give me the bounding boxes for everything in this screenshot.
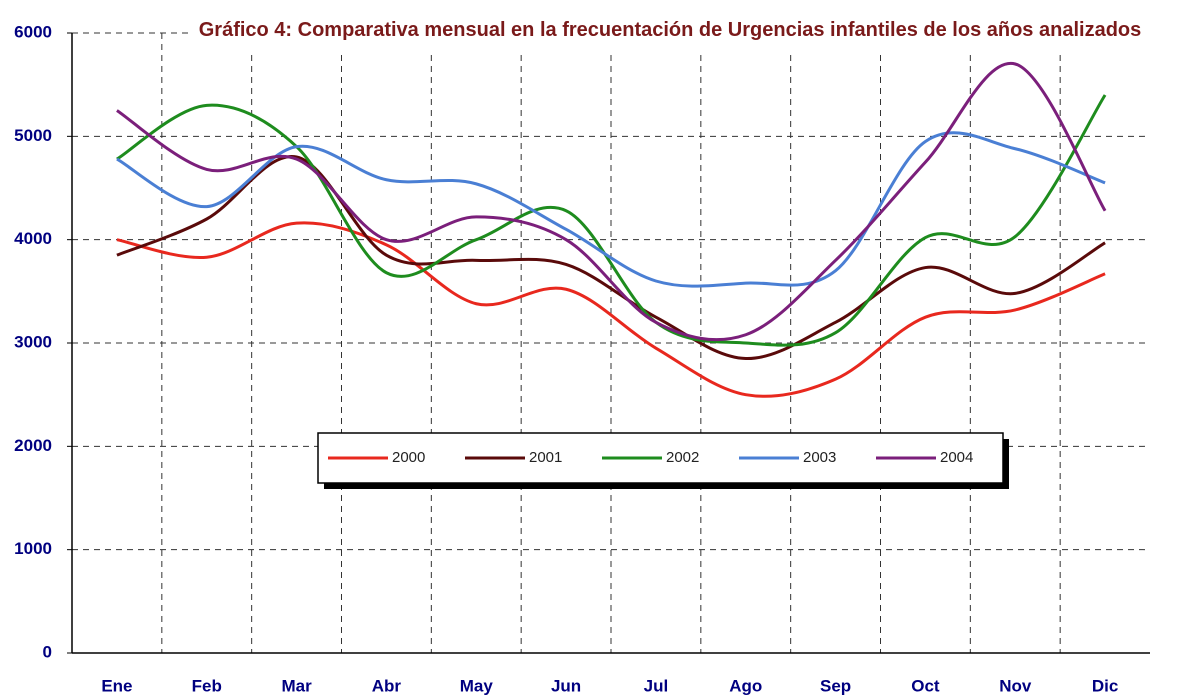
y-tick-label: 6000 (14, 22, 52, 41)
x-tick-label: Jun (551, 676, 581, 695)
x-tick-label: Ago (729, 676, 762, 695)
x-tick-label: Nov (999, 676, 1032, 695)
series-line (116, 221, 1106, 398)
y-tick-label: 1000 (14, 539, 52, 558)
legend-label: 2000 (392, 449, 425, 466)
x-tick-label: Dic (1092, 676, 1118, 695)
y-tick-label: 2000 (14, 436, 52, 455)
x-tick-label: Feb (192, 676, 222, 695)
x-tick-label: Sep (820, 676, 851, 695)
x-tick-label: Abr (372, 676, 402, 695)
legend-label: 2001 (529, 449, 562, 466)
legend-label: 2004 (940, 449, 973, 466)
y-tick-label: 3000 (14, 332, 52, 351)
y-tick-label: 5000 (14, 126, 52, 145)
x-tick-label: Mar (281, 676, 312, 695)
legend-label: 2002 (666, 449, 699, 466)
y-tick-label: 0 (43, 642, 52, 661)
x-tick-label: Oct (911, 676, 940, 695)
x-tick-label: Jul (644, 676, 669, 695)
series-line (116, 62, 1107, 342)
y-tick-label: 4000 (14, 229, 52, 248)
series-line (116, 131, 1106, 288)
chart-title: Gráfico 4: Comparativa mensual en la fre… (190, 10, 1150, 50)
x-tick-label: May (460, 676, 494, 695)
x-tick-label: Ene (101, 676, 132, 695)
legend-label: 2003 (803, 449, 836, 466)
